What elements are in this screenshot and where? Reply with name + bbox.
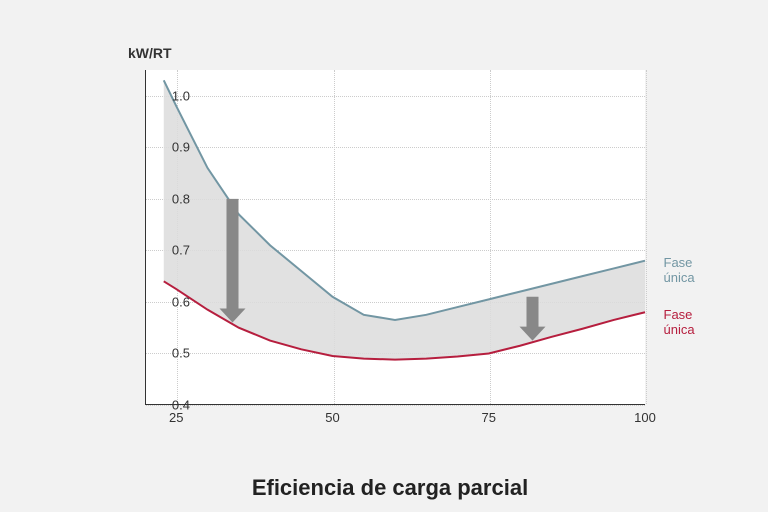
y-tick-label: 0.4 (172, 398, 190, 413)
y-axis-title: kW/RT (128, 45, 172, 61)
chart-caption: Eficiencia de carga parcial (80, 475, 700, 501)
y-tick-label: 0.5 (172, 346, 190, 361)
efficiency-chart: kW/RT Eficiencia de carga parcial 255075… (80, 30, 700, 430)
x-tick-label: 100 (634, 410, 656, 425)
series-1-label: Fase única (664, 255, 701, 285)
line-plot-svg (145, 70, 645, 405)
x-tick-label: 50 (325, 410, 339, 425)
y-tick-label: 1.0 (172, 88, 190, 103)
y-tick-label: 0.6 (172, 294, 190, 309)
grid-vertical (646, 70, 647, 404)
series-2-label: Fase única (664, 307, 701, 337)
y-tick-label: 0.9 (172, 140, 190, 155)
y-tick-label: 0.7 (172, 243, 190, 258)
y-tick-label: 0.8 (172, 191, 190, 206)
x-tick-label: 75 (482, 410, 496, 425)
grid-horizontal (146, 405, 645, 406)
